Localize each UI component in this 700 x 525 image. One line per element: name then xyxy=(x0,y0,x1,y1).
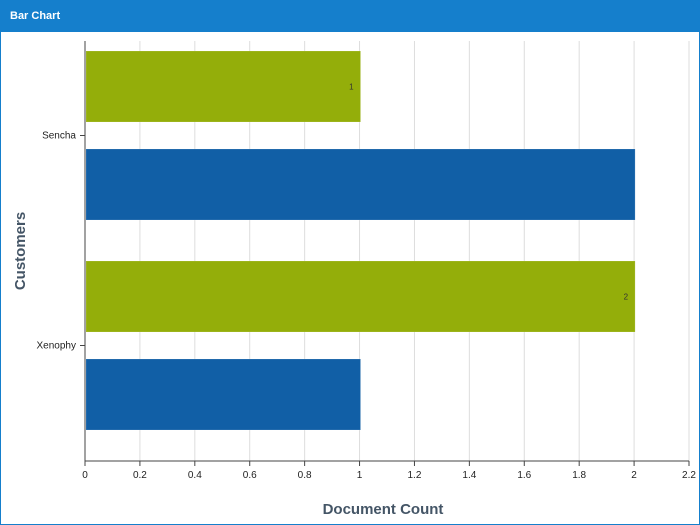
x-tick-label: 0.8 xyxy=(298,470,312,481)
bar-value-label: 2 xyxy=(624,293,629,302)
x-axis-title: Document Count xyxy=(323,501,444,518)
y-tick-label: Xenophy xyxy=(37,341,76,352)
x-tick-label: 1.8 xyxy=(572,470,586,481)
x-tick-label: 0.2 xyxy=(133,470,147,481)
bar-value-label: 1 xyxy=(349,83,354,92)
bar xyxy=(85,358,362,431)
bar xyxy=(85,260,636,333)
x-tick-label: 0 xyxy=(82,470,88,481)
bar xyxy=(85,50,362,123)
x-tick-label: 2 xyxy=(631,470,637,481)
bar xyxy=(85,148,636,221)
x-tick-label: 1 xyxy=(357,470,363,481)
x-tick-label: 1.4 xyxy=(462,470,476,481)
x-tick-label: 0.4 xyxy=(188,470,202,481)
x-tick-label: 1.6 xyxy=(517,470,531,481)
x-tick-label: 0.6 xyxy=(243,470,257,481)
window-header: Bar Chart xyxy=(1,1,699,32)
x-tick-label: 2.2 xyxy=(682,470,696,481)
x-tick-label: 1.2 xyxy=(408,470,422,481)
y-tick-label: Sencha xyxy=(42,131,76,142)
window-title: Bar Chart xyxy=(10,10,61,22)
y-axis-title: Customers xyxy=(12,212,29,290)
